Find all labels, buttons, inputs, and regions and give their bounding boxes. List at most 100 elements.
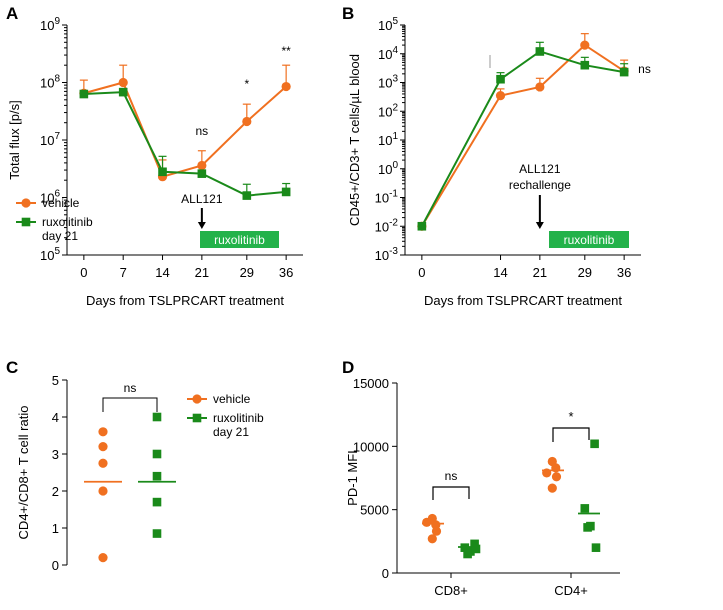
y-axis-label: CD4+/CD8+ T cell ratio xyxy=(16,406,31,540)
data-point-ruxolitinib xyxy=(152,529,162,538)
data-point-vehicle xyxy=(580,40,590,50)
significance-bracket xyxy=(432,486,470,500)
data-point-vehicle xyxy=(427,534,437,544)
x-tick-label: CD4+ xyxy=(554,583,588,598)
data-point-vehicle xyxy=(547,483,557,493)
data-point-ruxolitinib xyxy=(152,412,162,422)
y-axis-label: PD-1 MFI xyxy=(345,450,360,506)
significance-label: ns xyxy=(445,469,458,483)
data-point-ruxolitinib xyxy=(535,47,545,56)
y-tick-label: 105 xyxy=(40,246,60,263)
series-line-ruxolitinib xyxy=(83,91,287,197)
significance-label: * xyxy=(244,77,249,91)
treatment-bar xyxy=(549,231,629,248)
arrow-label: rechallenge xyxy=(509,178,571,192)
legend-ruxolitinib-label: ruxolitinib xyxy=(213,411,264,425)
legend-ruxolitinib-marker xyxy=(21,217,31,227)
data-point-ruxolitinib xyxy=(471,544,481,554)
data-point-ruxolitinib xyxy=(79,89,89,99)
x-tick-label: 21 xyxy=(195,265,209,280)
y-tick-label: 101 xyxy=(378,131,398,148)
series-line-vehicle xyxy=(83,81,287,178)
y-tick-label: 0 xyxy=(382,566,389,581)
y-tick-label: 103 xyxy=(378,74,398,91)
x-tick-label: 14 xyxy=(155,265,169,280)
significance-bracket xyxy=(552,427,590,442)
legend-ruxolitinib-marker xyxy=(192,413,202,423)
legend-vehicle-label: vehicle xyxy=(213,392,251,406)
x-tick-label: 36 xyxy=(617,265,631,280)
significance-label: * xyxy=(568,409,573,424)
data-point-vehicle xyxy=(431,526,442,536)
data-point-ruxolitinib xyxy=(470,539,479,549)
data-point-vehicle xyxy=(495,91,506,101)
data-point-vehicle xyxy=(197,160,207,171)
y-tick-label: 15000 xyxy=(353,376,389,391)
data-point-vehicle xyxy=(281,81,291,92)
series-line-vehicle xyxy=(421,43,625,227)
treatment-bar-label: ruxolitinib xyxy=(214,233,265,247)
y-tick-label: 10000 xyxy=(353,439,389,454)
x-tick-label: 29 xyxy=(240,265,254,280)
data-point-ruxolitinib xyxy=(152,497,162,507)
x-tick-label: 29 xyxy=(578,265,592,280)
y-tick-label: 102 xyxy=(378,102,398,119)
data-point-ruxolitinib xyxy=(158,167,167,177)
data-point-ruxolitinib xyxy=(152,449,162,459)
x-tick-label: 36 xyxy=(279,265,293,280)
panel-label: C xyxy=(6,358,18,377)
data-point-vehicle xyxy=(242,116,252,127)
data-point-ruxolitinib xyxy=(583,523,592,532)
arrow-head xyxy=(535,222,544,229)
data-point-vehicle xyxy=(551,472,562,482)
arrow-label: ALL121 xyxy=(519,162,561,176)
x-tick-label: 14 xyxy=(493,265,507,280)
y-tick-label: 5000 xyxy=(360,503,389,518)
arrow-head xyxy=(197,222,206,229)
y-tick-label: 10-3 xyxy=(375,246,399,263)
panel-label: A xyxy=(6,4,18,23)
data-point-ruxolitinib xyxy=(591,543,601,552)
arrow-label: ALL121 xyxy=(181,192,223,206)
legend-ruxolitinib-label: ruxolitinib xyxy=(42,215,93,229)
legend-vehicle-label: vehicle xyxy=(42,196,80,210)
x-tick-label: 0 xyxy=(418,265,425,280)
x-axis-label: Days from TSLPRCART treatment xyxy=(424,293,622,308)
data-point-ruxolitinib xyxy=(463,549,472,559)
y-tick-label: 108 xyxy=(40,74,60,91)
legend-vehicle-marker xyxy=(192,394,202,404)
y-tick-label: 0 xyxy=(52,558,59,573)
y-tick-label: 100 xyxy=(378,160,398,177)
x-tick-label: 7 xyxy=(120,265,127,280)
y-tick-label: 10-2 xyxy=(375,217,399,234)
y-tick-label: 3 xyxy=(52,447,59,462)
data-point-vehicle xyxy=(98,553,108,563)
data-point-ruxolitinib xyxy=(152,471,162,481)
data-point-ruxolitinib xyxy=(619,67,629,77)
treatment-bar-label: ruxolitinib xyxy=(564,233,615,247)
panel-label: B xyxy=(342,4,354,23)
y-tick-label: 2 xyxy=(52,484,59,499)
y-tick-label: 5 xyxy=(52,373,59,388)
data-point-ruxolitinib xyxy=(197,169,207,178)
x-tick-label: CD8+ xyxy=(434,583,468,598)
data-point-vehicle xyxy=(98,486,108,496)
y-tick-label: 105 xyxy=(378,16,398,33)
data-point-ruxolitinib xyxy=(590,439,599,449)
y-tick-label: 106 xyxy=(40,189,60,206)
data-point-vehicle xyxy=(422,517,432,527)
x-axis-label: Days from TSLPRCART treatment xyxy=(86,293,284,308)
data-point-vehicle xyxy=(98,458,108,468)
significance-label: ns xyxy=(196,124,209,138)
data-point-ruxolitinib xyxy=(281,187,291,197)
legend-ruxolitinib-label: day 21 xyxy=(213,425,249,439)
data-point-vehicle xyxy=(535,82,545,92)
panel-label: D xyxy=(342,358,354,377)
y-tick-label: 1 xyxy=(52,521,59,536)
x-tick-label: 21 xyxy=(533,265,547,280)
legend-vehicle-marker xyxy=(21,198,31,208)
data-point-ruxolitinib xyxy=(118,87,128,97)
x-tick-label: 0 xyxy=(80,265,87,280)
significance-bracket xyxy=(102,397,158,412)
